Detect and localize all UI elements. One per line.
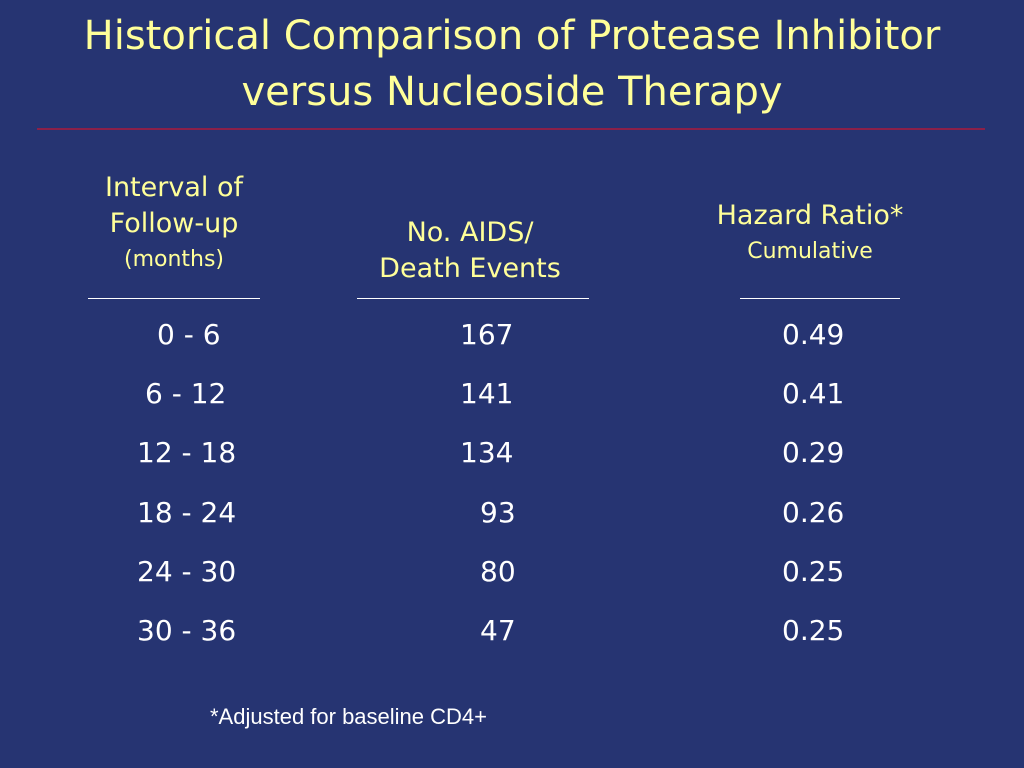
cell-hazard: 0.29 xyxy=(782,436,845,469)
header-events-line-2: Death Events xyxy=(379,253,561,284)
cell-interval: 30 - 36 xyxy=(137,614,237,647)
header-events: No. AIDS/ Death Events xyxy=(340,215,600,287)
cell-hazard: 0.41 xyxy=(782,377,845,410)
header-interval-line-2: Follow-up xyxy=(109,208,239,239)
cell-interval: 6 - 12 xyxy=(145,377,227,410)
cell-events: 47 xyxy=(480,614,516,647)
slide-title-line-2: versus Nucleoside Therapy xyxy=(241,69,783,115)
cell-events: 80 xyxy=(480,555,516,588)
cell-events: 93 xyxy=(480,496,516,529)
cell-interval: 12 - 18 xyxy=(137,436,237,469)
cell-hazard: 0.25 xyxy=(782,555,845,588)
header-hazard: Hazard Ratio* Cumulative xyxy=(680,198,940,270)
header-underline-interval xyxy=(88,298,260,299)
title-divider xyxy=(37,128,985,130)
cell-hazard: 0.49 xyxy=(782,318,845,351)
cell-hazard: 0.25 xyxy=(782,614,845,647)
cell-hazard: 0.26 xyxy=(782,496,845,529)
header-events-line-1: No. AIDS/ xyxy=(406,217,534,248)
slide-title: Historical Comparison of Protease Inhibi… xyxy=(0,8,1024,120)
header-underline-hazard xyxy=(740,298,900,299)
header-interval-unit: (months) xyxy=(123,247,225,272)
slide-title-line-1: Historical Comparison of Protease Inhibi… xyxy=(83,13,941,59)
cell-events: 134 xyxy=(460,436,514,469)
cell-interval: 24 - 30 xyxy=(137,555,237,588)
cell-events: 141 xyxy=(460,377,514,410)
header-hazard-line-2: Cumulative xyxy=(747,239,873,264)
header-interval-line-1: Interval of xyxy=(104,172,243,203)
header-interval: Interval of Follow-up (months) xyxy=(74,170,274,278)
cell-interval: 18 - 24 xyxy=(137,496,237,529)
header-underline-events xyxy=(357,298,589,299)
cell-interval: 0 - 6 xyxy=(157,318,221,351)
cell-events: 167 xyxy=(460,318,514,351)
header-hazard-line-1: Hazard Ratio* xyxy=(716,200,904,231)
footnote: *Adjusted for baseline CD4+ xyxy=(210,704,487,729)
